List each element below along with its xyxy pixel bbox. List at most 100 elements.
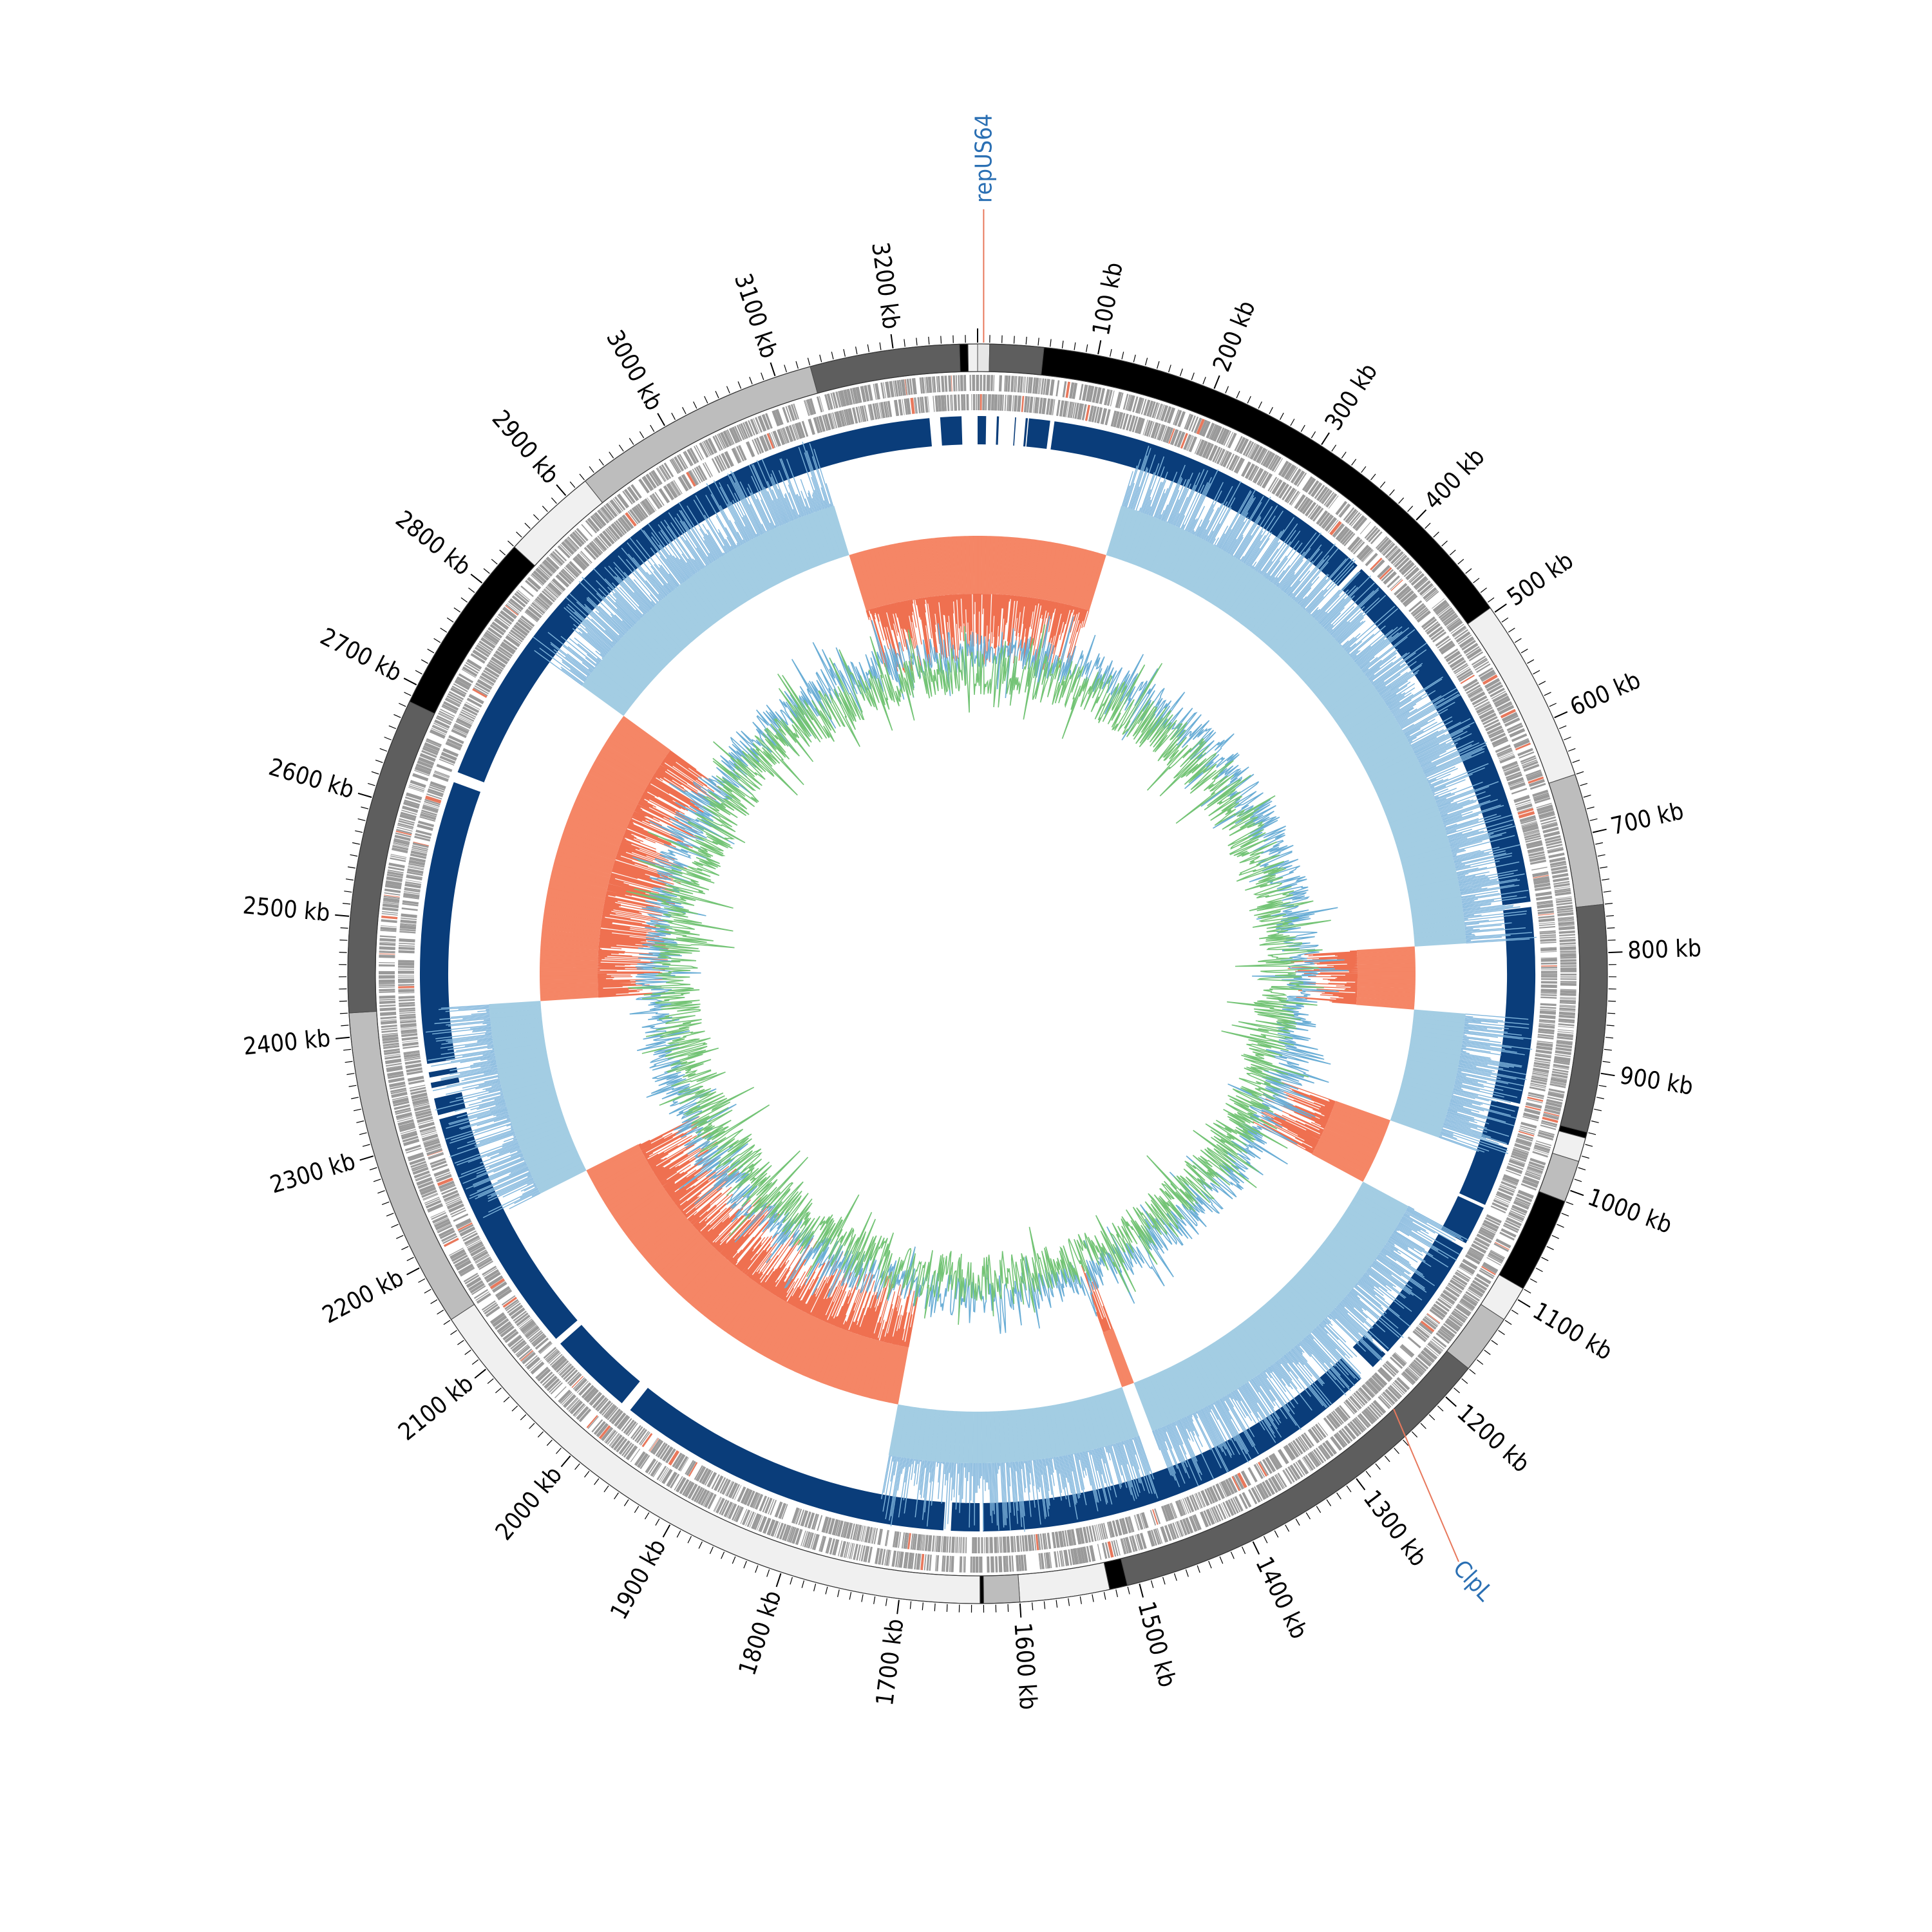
cds-feature bbox=[768, 1499, 775, 1515]
cds-feature bbox=[1104, 1542, 1110, 1558]
cds-feature bbox=[390, 854, 407, 858]
cds-feature bbox=[774, 1501, 783, 1518]
cds-feature bbox=[933, 395, 935, 412]
cds-feature bbox=[1135, 397, 1143, 414]
minor-tick bbox=[1389, 489, 1395, 496]
cds-feature bbox=[790, 404, 798, 421]
cds-feature bbox=[980, 394, 982, 411]
cds-feature bbox=[1277, 1472, 1287, 1488]
gc-skew-positive-band bbox=[944, 1410, 952, 1463]
cds-feature bbox=[392, 844, 409, 848]
gc-skew-positive-band bbox=[1244, 1318, 1279, 1363]
cds-feature bbox=[672, 1452, 683, 1468]
minor-tick bbox=[1473, 578, 1480, 583]
gc-skew-positive-band bbox=[1302, 645, 1344, 684]
cds-feature bbox=[1032, 377, 1036, 394]
gc-skew-positive-band bbox=[706, 563, 739, 609]
minor-tick bbox=[391, 1224, 399, 1228]
gc-skew-positive-band bbox=[1180, 540, 1208, 588]
cds-feature bbox=[1066, 401, 1070, 417]
cds-feature bbox=[565, 564, 579, 578]
cds-feature bbox=[441, 705, 457, 714]
cds-feature bbox=[1538, 1030, 1555, 1035]
cds-feature bbox=[787, 404, 795, 421]
cds-feature bbox=[498, 646, 513, 658]
cds-feature bbox=[1159, 404, 1165, 421]
cds-feature bbox=[1164, 1525, 1172, 1541]
cds-feature bbox=[1170, 1523, 1177, 1540]
gc-skew-negative-band bbox=[1356, 946, 1416, 954]
cds-feature bbox=[1215, 1505, 1224, 1520]
major-tick bbox=[1445, 1396, 1457, 1407]
cds-feature bbox=[399, 813, 416, 822]
minor-tick bbox=[1115, 1589, 1118, 1598]
cds-feature bbox=[864, 405, 869, 422]
cds-feature bbox=[1021, 395, 1025, 412]
cds-feature bbox=[804, 1531, 811, 1548]
cds-feature bbox=[1370, 1402, 1383, 1416]
cds-feature bbox=[1206, 1508, 1215, 1525]
gc-skew-positive-band bbox=[1313, 1251, 1356, 1288]
cds-feature bbox=[1126, 414, 1132, 431]
cds-feature bbox=[464, 1235, 480, 1245]
cds-feature bbox=[379, 983, 395, 985]
cds-feature bbox=[1525, 1102, 1542, 1109]
cds-feature bbox=[609, 1434, 620, 1447]
cds-feature bbox=[1469, 690, 1484, 699]
cds-feature bbox=[1325, 1439, 1338, 1455]
gc-skew-negative-band bbox=[764, 1305, 796, 1358]
cds-feature bbox=[951, 1556, 954, 1573]
gc-skew-positive-band bbox=[898, 1405, 911, 1458]
cds-feature bbox=[645, 1458, 657, 1473]
cds-feature bbox=[383, 1048, 400, 1053]
cds-feature bbox=[1508, 1211, 1524, 1222]
gc-skew-negative-band bbox=[910, 540, 923, 598]
minor-tick bbox=[574, 1463, 580, 1470]
gc-skew-positive-band bbox=[1394, 1104, 1445, 1124]
gc-skew-negative-band bbox=[956, 536, 963, 594]
cds-feature bbox=[740, 1508, 748, 1524]
cds-feature bbox=[676, 455, 687, 470]
cds-feature bbox=[1498, 1188, 1514, 1197]
cds-feature bbox=[474, 685, 489, 695]
cds-feature bbox=[1557, 1029, 1574, 1032]
gc-skew-positive-band bbox=[1291, 632, 1332, 671]
minor-tick bbox=[356, 1120, 365, 1123]
gc-skew-negative-band bbox=[551, 871, 609, 889]
cds-feature bbox=[1496, 747, 1512, 755]
blast-block bbox=[430, 1077, 460, 1088]
cds-feature bbox=[1435, 603, 1450, 616]
cds-feature bbox=[1437, 638, 1452, 649]
cds-feature bbox=[424, 1141, 440, 1148]
cds-feature bbox=[1560, 971, 1577, 972]
cds-feature bbox=[1516, 1193, 1533, 1202]
cds-feature bbox=[465, 661, 480, 672]
cds-feature bbox=[1205, 443, 1215, 460]
cds-feature bbox=[761, 413, 770, 430]
gc-skew-negative-band bbox=[602, 1170, 654, 1204]
cds-feature bbox=[567, 1397, 579, 1410]
cds-feature bbox=[1390, 551, 1404, 565]
cds-feature bbox=[412, 842, 429, 848]
cds-feature bbox=[589, 1391, 601, 1405]
cds-feature bbox=[1493, 696, 1510, 705]
cds-feature bbox=[398, 1122, 415, 1128]
gc-skew-negative-band bbox=[1054, 544, 1070, 603]
cds-feature bbox=[433, 1217, 449, 1226]
cds-feature bbox=[1032, 397, 1036, 413]
cds-feature bbox=[1542, 1116, 1558, 1123]
gc-skew-negative-band bbox=[545, 900, 603, 914]
cds-feature bbox=[1474, 1237, 1490, 1247]
cds-feature bbox=[562, 1393, 574, 1405]
gc-skew-negative-band bbox=[927, 538, 938, 596]
cds-feature bbox=[1361, 549, 1373, 562]
cds-feature bbox=[1084, 404, 1091, 421]
minor-tick bbox=[379, 748, 388, 752]
cds-feature bbox=[1219, 450, 1227, 466]
major-tick bbox=[406, 1267, 420, 1276]
cds-feature bbox=[422, 747, 439, 755]
cds-feature bbox=[382, 1034, 399, 1039]
cds-feature bbox=[1347, 1397, 1359, 1411]
minor-tick bbox=[904, 339, 905, 347]
cds-feature bbox=[444, 698, 460, 708]
